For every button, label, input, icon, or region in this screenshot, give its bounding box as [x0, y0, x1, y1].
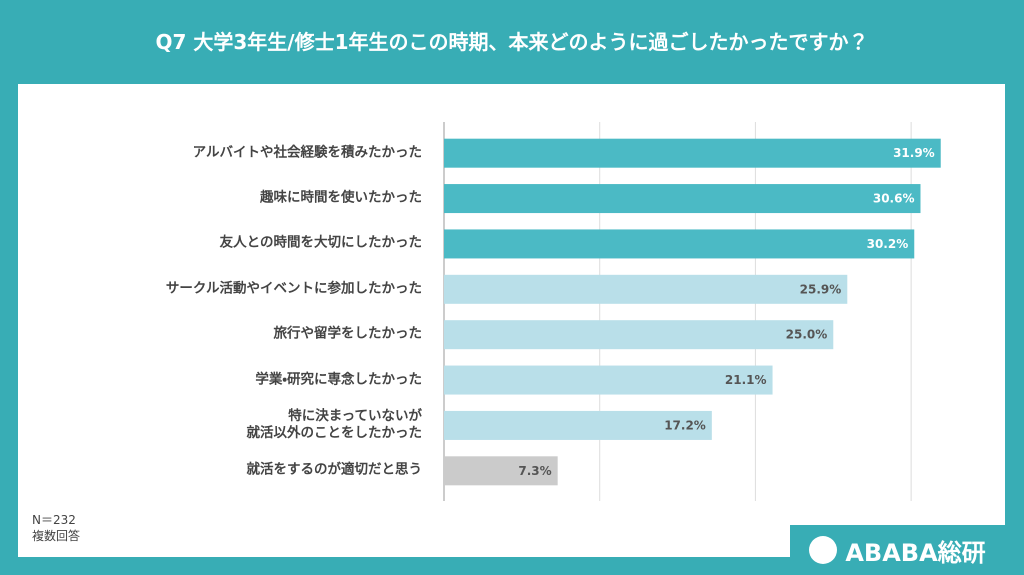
- category-label: 友人との時間を大切にしたかった: [219, 234, 422, 251]
- note: N＝232: [32, 513, 76, 527]
- value-label: 30.6%: [873, 192, 915, 206]
- category-label: 旅行や留学をしたかった: [273, 325, 423, 342]
- value-label: 25.9%: [800, 282, 842, 296]
- value-label: 25.0%: [786, 328, 828, 342]
- note: 複数回答: [32, 529, 81, 543]
- bar: [444, 184, 921, 214]
- chart-title: Q7 大学3年生/修士1年生のこの時期、本来どのように過ごしたかったですか？: [155, 30, 869, 54]
- bar: [444, 274, 848, 304]
- category-label: 趣味に時間を使いたかった: [260, 189, 422, 206]
- value-label: 17.2%: [664, 418, 706, 432]
- value-label: 30.2%: [867, 237, 909, 251]
- category-label: 特に決まっていないが 就活以外のことをしたかった: [246, 407, 423, 441]
- category-label: 学業・研究に専念したかった: [255, 371, 422, 388]
- bar: [444, 365, 773, 395]
- value-label: 31.9%: [893, 146, 935, 160]
- logo: [809, 536, 838, 564]
- bar: [444, 410, 712, 440]
- category-label: アルバイトや社会経験を積みたかった: [192, 144, 422, 161]
- notes: N＝232 複数回答: [32, 512, 80, 544]
- brand: ABABA総研: [790, 525, 1005, 575]
- category-label: サークル活動やイベントに参加したかった: [165, 280, 422, 297]
- bar: [444, 320, 834, 350]
- bar: [444, 456, 558, 486]
- bar: [444, 229, 915, 259]
- category-label: 就活をするのが適切だと思う: [246, 461, 423, 478]
- value-label: 7.3%: [518, 464, 551, 478]
- value-label: 21.1%: [725, 373, 767, 387]
- bar: [444, 138, 941, 168]
- brand-name: ABABA総研: [845, 538, 986, 567]
